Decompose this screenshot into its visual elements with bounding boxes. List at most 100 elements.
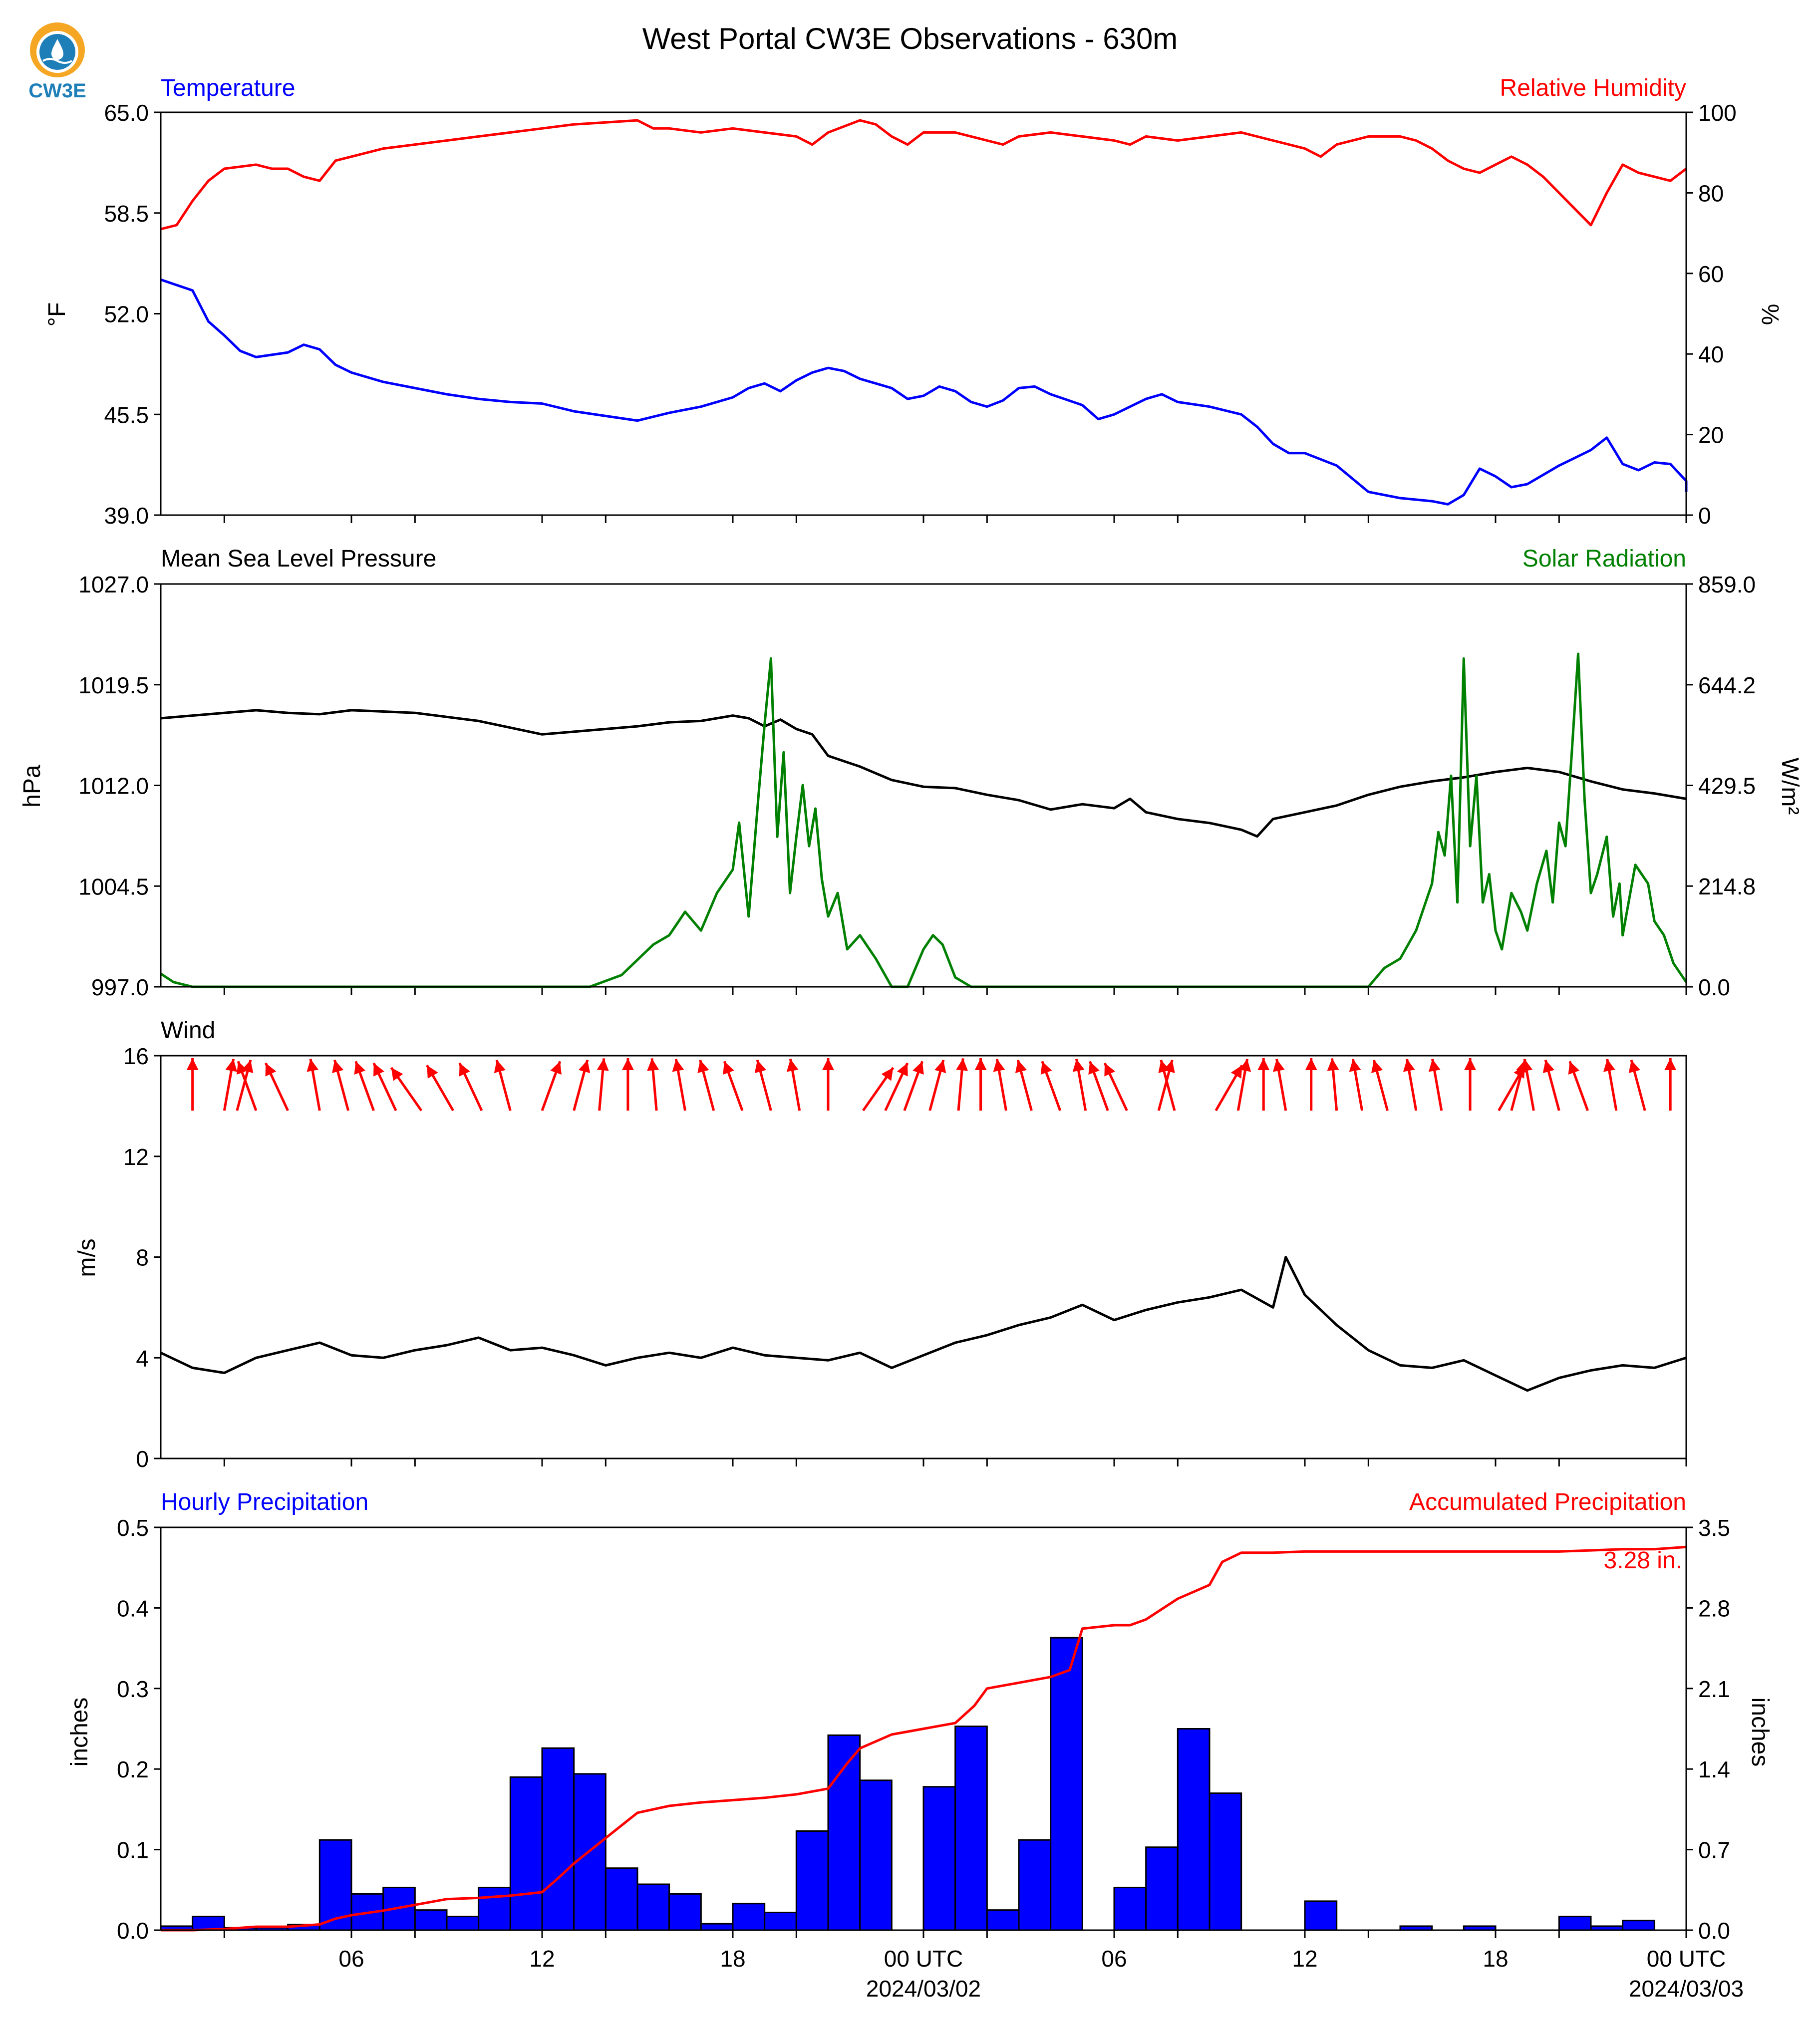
precipitation-panel: Hourly Precipitation Accumulated Precipi… (66, 1489, 1773, 1944)
wind-arrow-icon (541, 1061, 562, 1111)
y-tick-label: 997.0 (91, 974, 149, 1000)
x-tick-label: 18 (720, 1946, 745, 1972)
wind-arrow-icon (862, 1067, 895, 1112)
wind-arrow-icon (1236, 1059, 1251, 1111)
wind-arrow-icon (1464, 1058, 1477, 1111)
x-tick-label: 06 (338, 1946, 364, 1972)
y2-tick-label: 40 (1698, 341, 1724, 367)
precip-bar (636, 1883, 670, 1931)
wind-arrow-icon (1628, 1059, 1646, 1111)
page-title: West Portal CW3E Observations - 630m (642, 22, 1178, 55)
precip-bar (446, 1916, 480, 1931)
y2-tick-label: 80 (1698, 180, 1724, 206)
y-tick-label: 16 (123, 1043, 149, 1069)
humidity-axis-label: % (1757, 304, 1783, 325)
y-tick-label: 0.5 (117, 1515, 149, 1541)
wind-arrow-icon (1305, 1058, 1317, 1111)
precip-bar (954, 1726, 988, 1931)
precip-bar (509, 1776, 543, 1931)
y2-tick-label: 0.0 (1698, 1918, 1730, 1944)
wind-arrow-icon (1428, 1059, 1443, 1111)
wind-arrow-icon (458, 1062, 483, 1112)
wind-arrow-icon (993, 1059, 1007, 1111)
wind-arrow-icon (426, 1064, 454, 1112)
series-line-solar-radiation (160, 652, 1688, 988)
precip-bar (414, 1909, 448, 1931)
y-tick-label: 65.0 (104, 100, 149, 126)
wind-arrow-icon (494, 1059, 512, 1111)
x-tick-label: 00 UTC (1647, 1946, 1726, 1972)
precip-bar (1018, 1839, 1052, 1931)
y-tick-label: 1027.0 (78, 572, 149, 597)
precip-bar (827, 1734, 861, 1931)
wind-arrow-icon (1664, 1058, 1677, 1111)
wind-arrow-icon (697, 1059, 715, 1111)
wind-arrow-icon (354, 1061, 375, 1111)
wind-arrow-icon (884, 1062, 909, 1112)
wind-axis-label: m/s (74, 1238, 100, 1277)
wind-arrow-icon (597, 1058, 609, 1111)
precip-bar (700, 1923, 734, 1931)
wind-arrow-icon (723, 1061, 744, 1111)
y-tick-label: 0.4 (117, 1595, 149, 1621)
cw3e-logo: CW3E (28, 22, 86, 102)
y2-tick-label: 214.8 (1698, 873, 1756, 899)
wind-arrow-icon (621, 1058, 634, 1111)
wind-arrow-icon (1403, 1059, 1418, 1111)
y2-tick-label: 644.2 (1698, 672, 1756, 698)
logo-drop-icon (51, 39, 63, 60)
wind-arrow-icon (237, 1061, 258, 1111)
wind-arrow-icon (306, 1059, 321, 1111)
solar-axis-label: W/m² (1777, 758, 1803, 815)
time-axis: 06 12 18 00 UTC 2024/03/02 06 12 18 00 UTC 2024/0… (338, 1946, 1744, 2002)
wind-arrow-icon (956, 1058, 968, 1111)
y2-tick-label: 859.0 (1698, 572, 1756, 597)
wind-arrow-icon (1257, 1058, 1270, 1111)
wind-arrow-icon (1520, 1059, 1535, 1111)
x-date-label: 2024/03/03 (1629, 1976, 1744, 2002)
wind-arrow-icon (573, 1059, 591, 1111)
wind-arrow-icon (1327, 1058, 1339, 1111)
y-tick-label: 8 (136, 1245, 149, 1271)
y-tick-label: 52.0 (104, 301, 149, 327)
wind-arrow-icon (974, 1058, 987, 1111)
y-tick-label: 0.1 (117, 1837, 149, 1863)
y2-tick-label: 429.5 (1698, 773, 1756, 799)
pressure-solar-panel: Mean Sea Level Pressure Solar Radiation … (19, 546, 1803, 1000)
y2-tick-label: 2.8 (1698, 1595, 1730, 1621)
y2-tick-label: 0 (1698, 503, 1711, 529)
wind-arrow-icon (754, 1059, 772, 1111)
y-tick-label: 39.0 (104, 503, 149, 529)
precip-bar (1113, 1886, 1147, 1931)
precip-bar (1209, 1792, 1242, 1931)
wind-arrow-icon (223, 1059, 238, 1111)
y2-tick-label: 1.4 (1698, 1756, 1730, 1782)
y-tick-label: 58.5 (104, 201, 149, 227)
wind-arrow-icon (390, 1067, 423, 1112)
wind-arrow-icon (1349, 1059, 1364, 1111)
wind-arrow-icon (1272, 1059, 1287, 1111)
wind-panel: Wind m/s 0 4 8 12 16 (74, 1017, 1687, 1472)
y-tick-label: 45.5 (104, 402, 149, 428)
logo-wave-icon (42, 58, 72, 64)
wind-title: Wind (161, 1017, 215, 1044)
precip-bar (986, 1909, 1020, 1931)
x-tick-label: 06 (1101, 1946, 1127, 1972)
precip-bar (1622, 1920, 1655, 1931)
y2-tick-label: 0.0 (1698, 974, 1730, 1000)
y-tick-label: 4 (136, 1345, 149, 1371)
hourly-precip-axis-label: inches (66, 1698, 93, 1767)
y-tick-label: 0.0 (117, 1918, 149, 1944)
y-tick-label: 1012.0 (78, 773, 149, 799)
x-date-label: 2024/03/02 (866, 1976, 981, 2002)
wind-arrow-icon (1015, 1059, 1033, 1111)
accumulated-precip-title: Accumulated Precipitation (1409, 1489, 1686, 1515)
wind-arrow-icon (928, 1059, 946, 1111)
pressure-title: Mean Sea Level Pressure (161, 546, 436, 572)
x-tick-label: 00 UTC (884, 1946, 963, 1972)
wind-arrow-icon (265, 1062, 289, 1112)
y-tick-label: 1019.5 (78, 672, 149, 698)
wind-arrow-icon (903, 1061, 924, 1111)
precip-bar (922, 1786, 956, 1931)
